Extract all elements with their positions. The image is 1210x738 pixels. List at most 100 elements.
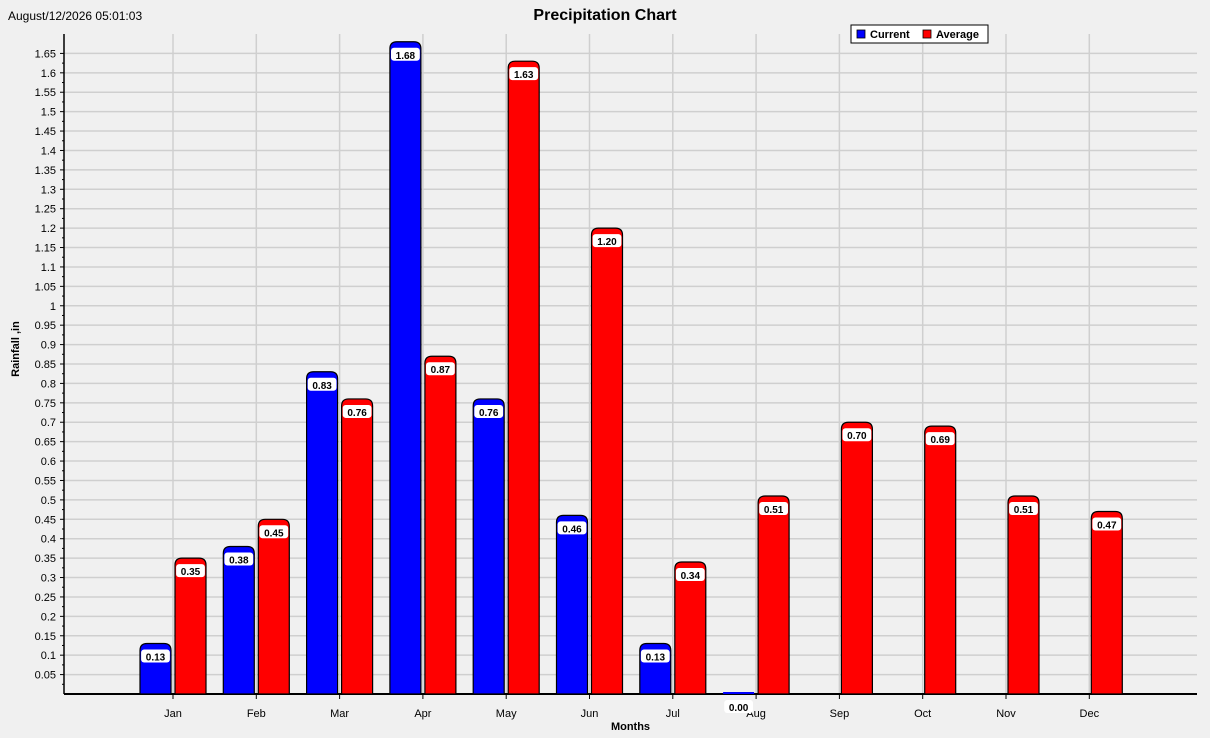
y-tick-label: 0.6 [41,456,56,468]
legend [850,24,989,44]
current-bar-mar-label: 0.83 [312,381,332,392]
y-tick-label: 1.65 [35,48,56,60]
legend-swatch-current [856,29,866,39]
current-bar-feb-label-bg [224,552,254,566]
y-tick-label: 0.35 [35,553,56,565]
average-bar-aug-label: 0.51 [764,505,784,516]
current-bar-aug-label-bg [724,700,753,713]
x-tick-label-jan: Jan [164,708,182,720]
y-tick-label: 0.8 [41,378,56,390]
average-bar-jun [590,227,624,695]
legend-label-average: Average [936,29,979,41]
average-bar-may-label-bg [509,67,539,81]
average-bar-feb-label-bg [259,525,289,539]
average-bar-may-label: 1.63 [514,70,534,81]
legend-label-current: Current [870,29,910,41]
average-bar-mar-label-bg [342,404,372,418]
average-bar-mar-label: 0.76 [347,408,367,419]
average-bar-jan [174,557,207,695]
y-tick-label: 0.9 [41,340,56,352]
x-tick-label-jun: Jun [581,708,599,720]
y-tick-label: 0.7 [41,417,56,429]
average-bar-jul [674,561,707,695]
average-bar-dec-label: 0.47 [1097,521,1117,532]
average-bar-nov-label-bg [1009,502,1038,515]
average-bar-jul-label: 0.34 [681,571,701,582]
current-bar-apr-label-bg [391,47,420,61]
legend-swatch-average [922,29,932,39]
y-tick-label: 1.05 [35,281,56,293]
y-tick-label: 0.55 [35,475,56,487]
average-bar-apr-label-bg [426,362,455,376]
current-bar-mar-label-bg [307,377,337,391]
current-bar-feb-label: 0.38 [229,555,249,566]
average-bar-jun-label: 1.20 [597,237,617,248]
y-tick-label: 0.2 [41,611,56,623]
x-tick-label-mar: Mar [330,708,349,720]
x-tick-label-apr: Apr [414,708,431,720]
y-tick-label: 0.85 [35,359,56,371]
y-tick-label: 1.25 [35,204,56,216]
average-bar-sep-label-bg [842,428,872,442]
y-tick-label: 1.4 [41,145,56,157]
y-tick-label: 0.15 [35,631,56,643]
x-tick-label-jul: Jul [666,708,680,720]
average-bar-apr-label: 0.87 [431,365,451,376]
y-tick-label: 0.1 [41,650,56,662]
chart-title: Precipitation Chart [533,7,677,24]
y-tick-label: 1.2 [41,223,56,235]
average-bar-mar [341,398,374,695]
y-tick-label: 0.05 [35,670,56,682]
average-bar-oct-label: 0.69 [930,435,950,446]
current-bar-may [472,398,505,695]
current-bar-jul-label: 0.13 [646,653,666,664]
y-tick-label: 0.3 [41,573,56,585]
y-tick-label: 1.55 [35,87,56,99]
current-bar-apr [389,41,422,695]
average-bar-feb [257,518,290,695]
y-tick-label: 1 [50,301,56,313]
y-tick-label: 0.65 [35,437,56,449]
y-tick-label: 0.4 [41,534,56,546]
y-tick-label: 1.15 [35,243,56,255]
current-bar-jun-label: 0.46 [562,524,582,535]
average-bar-sep-label: 0.70 [847,431,867,442]
current-bar-jan-label: 0.13 [146,653,166,664]
current-bar-may-label: 0.76 [479,408,499,419]
y-tick-label: 0.25 [35,592,56,604]
average-bar-jul-label-bg [675,568,705,581]
x-tick-label-may: May [496,708,517,720]
y-tick-label: 1.45 [35,126,56,138]
y-tick-label: 1.35 [35,165,56,177]
y-tick-label: 0.75 [35,398,56,410]
x-tick-label-feb: Feb [247,708,266,720]
y-tick-label: 0.45 [35,514,56,526]
current-bar-jun [555,514,589,695]
average-bar-oct [924,425,957,695]
average-bar-jan-label: 0.35 [181,567,201,578]
average-bar-apr [424,355,457,695]
average-bar-feb-label: 0.45 [264,528,284,539]
average-bar-oct-label-bg [925,432,955,446]
x-tick-label-nov: Nov [996,708,1016,720]
x-tick-label-oct: Oct [914,708,931,720]
average-bar-dec-label-bg [1092,517,1122,531]
average-bar-aug-label-bg [759,502,788,515]
y-tick-label: 0.95 [35,320,56,332]
average-bar-may [507,60,540,695]
x-tick-label-sep: Sep [830,708,850,720]
average-bar-sep [840,421,873,695]
average-bar-jun-label-bg [592,234,622,248]
y-tick-label: 1.3 [41,184,56,196]
current-bar-mar [306,371,339,695]
y-tick-label: 1.5 [41,107,56,119]
x-axis-title: Months [611,721,650,733]
current-bar-jan-label-bg [141,649,170,663]
average-bar-nov [1007,495,1040,695]
y-tick-label: 1.1 [41,262,56,274]
y-axis-title: Rainfall ,in [10,321,22,377]
average-bar-aug [757,495,790,695]
x-tick-label-dec: Dec [1080,708,1100,720]
